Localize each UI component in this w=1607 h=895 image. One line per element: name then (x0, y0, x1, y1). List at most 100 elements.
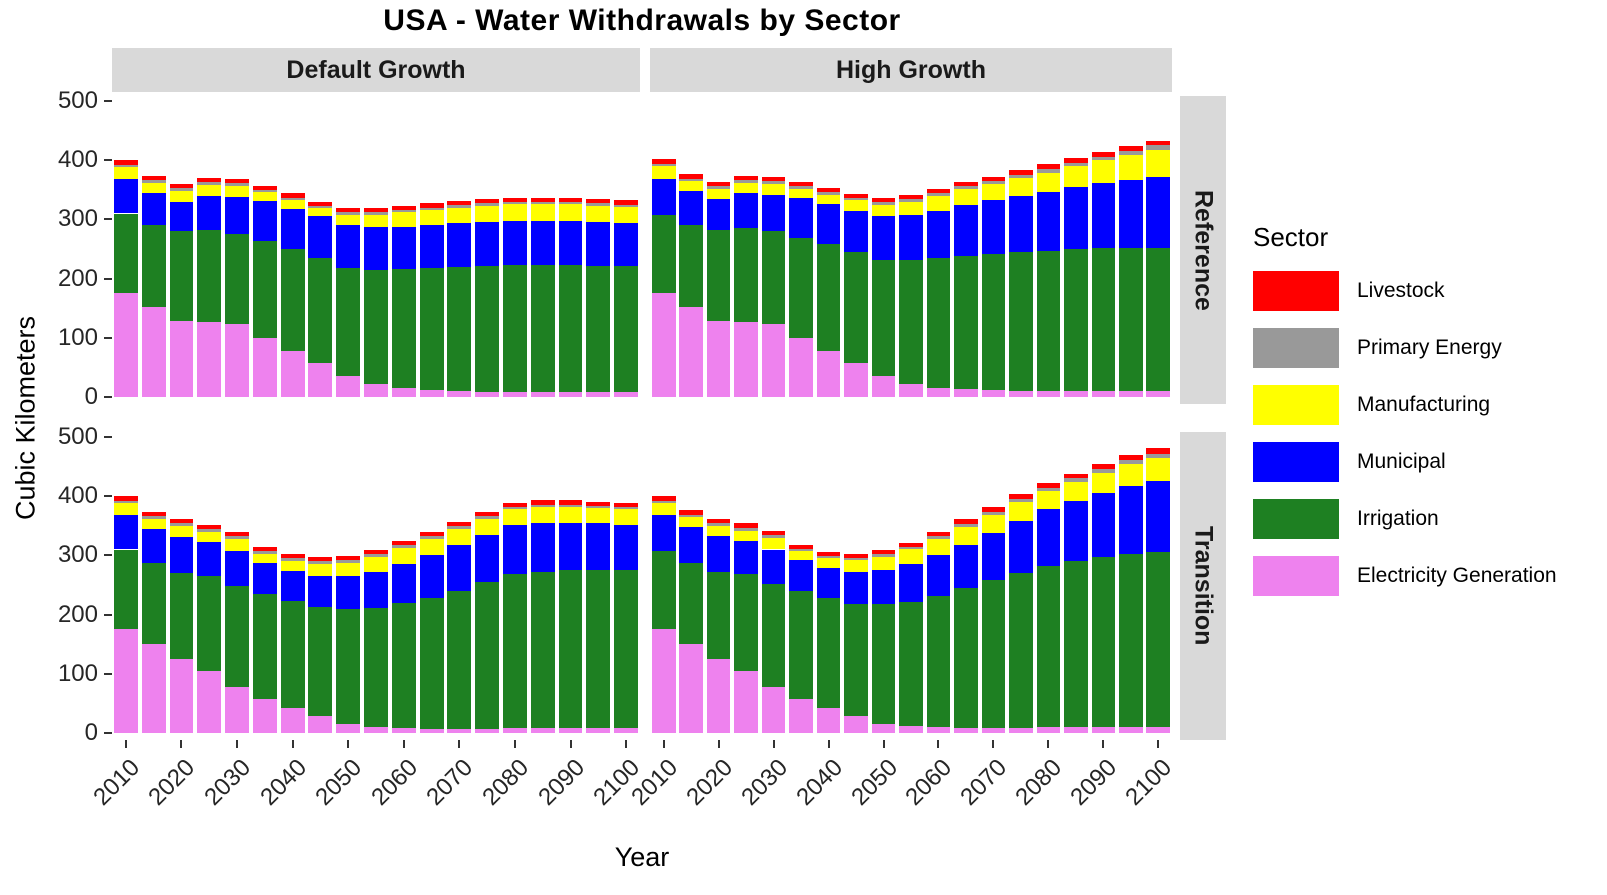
bar-segment-electricity-generation (1064, 727, 1088, 733)
bar-segment-electricity-generation (225, 323, 249, 397)
bar-segment-livestock (899, 542, 923, 548)
bar-segment-electricity-generation (252, 699, 277, 733)
bar-segment-municipal (141, 192, 166, 226)
bar-segment-irrigation (789, 590, 813, 700)
bar-segment-livestock (789, 182, 813, 187)
bar-segment-livestock (197, 524, 222, 529)
bar-segment-manufacturing (1146, 149, 1171, 177)
bar-segment-municipal (789, 560, 813, 591)
y-tick-label: 100 (57, 323, 98, 351)
bar-segment-electricity-generation (1146, 727, 1171, 733)
bar-segment-manufacturing (530, 506, 555, 523)
legend-items: Livestock Primary Energy Manufacturing Muni… (1253, 271, 1603, 596)
bar-segment-municipal (308, 216, 333, 258)
bar-segment-irrigation (475, 582, 500, 729)
bar-segment-municipal (954, 544, 978, 588)
bar-segment-electricity-generation (1036, 727, 1061, 733)
x-tick-mark (882, 740, 885, 748)
bar-segment-manufacturing (651, 503, 676, 516)
bar-segment-electricity-generation (502, 392, 527, 397)
bar-segment-electricity-generation (899, 383, 923, 397)
bar-segment-electricity-generation (280, 708, 305, 733)
bar-segment-manufacturing (169, 526, 194, 538)
bar-segment-manufacturing (308, 208, 333, 217)
bar-segment-irrigation (816, 598, 841, 709)
bar-segment-livestock (651, 496, 676, 501)
bar-segment-primary-energy (981, 512, 1006, 516)
bar-segment-irrigation (816, 244, 841, 351)
bar-segment-irrigation (1036, 250, 1061, 392)
bar-segment-manufacturing (336, 214, 361, 226)
bar-segment-electricity-generation (530, 728, 555, 733)
bar-segment-manufacturing (1009, 177, 1033, 196)
bar-segment-primary-energy (734, 527, 758, 531)
bar-segment-primary-energy (926, 192, 951, 196)
bar-segment-livestock (475, 512, 500, 517)
bar-segment-primary-energy (1009, 498, 1033, 503)
bar-segment-livestock (761, 530, 786, 535)
bar-segment-municipal (789, 198, 813, 239)
bar-segment-primary-energy (336, 560, 361, 563)
bar-segment-municipal (926, 555, 951, 596)
y-tick-mark (104, 218, 112, 221)
bar-segment-manufacturing (871, 204, 896, 217)
bar-segment-primary-energy (391, 209, 416, 213)
bar-segment-manufacturing (364, 214, 388, 228)
bar-segment-irrigation (197, 576, 222, 671)
bar-segment-manufacturing (419, 538, 444, 556)
bar-segment-livestock (679, 510, 704, 515)
bar-segment-municipal (336, 225, 361, 268)
bar-segment-livestock (502, 197, 527, 202)
bar-segment-primary-energy (530, 201, 555, 205)
bar-segment-irrigation (141, 562, 166, 645)
x-tick-mark (291, 740, 294, 748)
legend-label: Primary Energy (1357, 336, 1502, 359)
bar-segment-manufacturing (734, 182, 758, 193)
bar-segment-livestock (252, 185, 277, 190)
bar-segment-manufacturing (225, 538, 249, 551)
bar-segment-primary-energy (391, 545, 416, 548)
bar-segment-livestock (308, 557, 333, 562)
bar-segment-electricity-generation (197, 670, 222, 733)
bar-segment-municipal (981, 532, 1006, 581)
bar-segment-manufacturing (926, 538, 951, 556)
y-tick-mark (104, 396, 112, 398)
bar-segment-primary-energy (252, 189, 277, 193)
bar-segment-electricity-generation (1009, 727, 1033, 733)
bar-segment-municipal (280, 208, 305, 249)
bar-segment-livestock (926, 188, 951, 193)
bar-segment-electricity-generation (308, 716, 333, 733)
bar-segment-irrigation (1036, 566, 1061, 728)
bar-segment-electricity-generation (954, 389, 978, 397)
bar-segment-manufacturing (336, 562, 361, 577)
bar-segment-municipal (1146, 481, 1171, 552)
bar-segment-electricity-generation (141, 644, 166, 733)
bar-segment-manufacturing (614, 206, 639, 223)
bar-segment-livestock (197, 177, 222, 183)
bar-segment-livestock (761, 176, 786, 181)
bar-segment-electricity-generation (197, 322, 222, 397)
bar-segment-manufacturing (475, 205, 500, 222)
bar-segment-primary-energy (502, 201, 527, 205)
bar-segment-primary-energy (816, 556, 841, 559)
bar-segment-municipal (308, 575, 333, 607)
bar-segment-primary-energy (954, 186, 978, 190)
bar-segment-municipal (1091, 493, 1116, 557)
bar-segment-manufacturing (586, 205, 611, 222)
bar-segment-manufacturing (1091, 473, 1116, 494)
bar-segment-irrigation (391, 603, 416, 729)
bar-segment-primary-energy (706, 522, 731, 526)
bar-segment-primary-energy (871, 554, 896, 557)
x-tick-mark (569, 740, 572, 748)
bar-segment-livestock (1064, 473, 1088, 479)
bar-segment-municipal (475, 221, 500, 266)
bar-segment-primary-energy (280, 197, 305, 200)
y-tick-mark (104, 159, 112, 162)
bar-segment-municipal (761, 549, 786, 584)
bar-segment-primary-energy (197, 182, 222, 186)
bar-segment-livestock (364, 550, 388, 555)
bar-segment-irrigation (1009, 251, 1033, 391)
bar-segment-electricity-generation (871, 376, 896, 397)
bar-segment-primary-energy (1064, 478, 1088, 482)
